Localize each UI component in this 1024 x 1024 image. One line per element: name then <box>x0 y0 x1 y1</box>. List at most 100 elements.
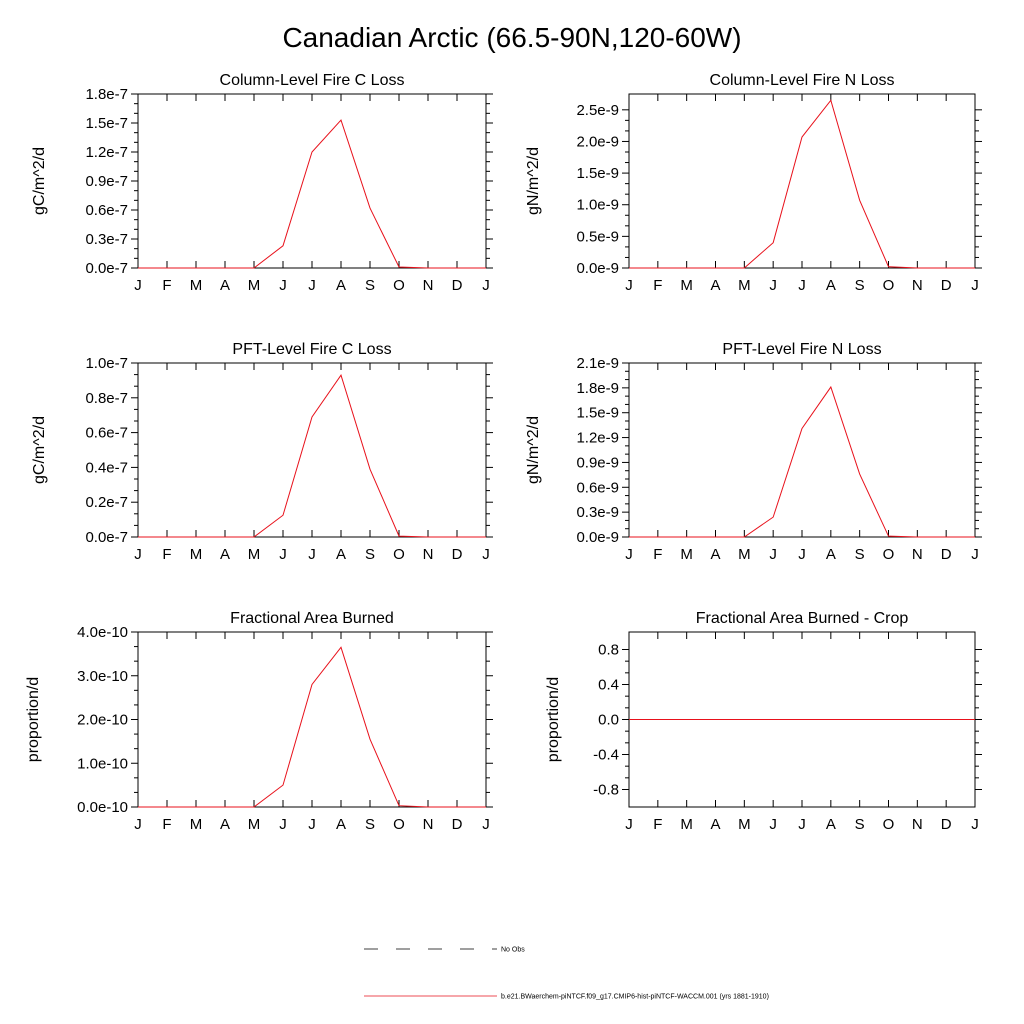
panel-title: Column-Level Fire C Loss <box>220 72 405 89</box>
x-tick-label: A <box>336 277 346 294</box>
x-tick-label: M <box>680 546 693 563</box>
y-tick-label: 0.6e-7 <box>85 425 128 442</box>
x-tick-label: M <box>738 816 751 833</box>
y-axis-label: gN/m^2/d <box>525 416 542 484</box>
plot-frame <box>137 631 487 808</box>
x-tick-label: J <box>279 546 287 563</box>
x-tick-label: D <box>941 546 952 563</box>
x-tick-label: F <box>653 277 662 294</box>
y-tick-label: 4.0e-10 <box>77 624 128 641</box>
x-tick-label: J <box>482 546 490 563</box>
x-tick-label: D <box>452 546 463 563</box>
y-tick-label: 1.2e-9 <box>576 430 619 447</box>
x-tick-label: J <box>482 816 490 833</box>
x-tick-label: S <box>365 546 375 563</box>
y-tick-label: 0.3e-7 <box>85 231 128 248</box>
panel-title: Column-Level Fire N Loss <box>710 72 895 89</box>
y-axis-label: proportion/d <box>545 677 562 762</box>
x-tick-label: J <box>625 816 633 833</box>
x-tick-label: N <box>912 277 923 294</box>
y-tick-label: 0.4e-7 <box>85 459 128 476</box>
plot-frame <box>628 93 976 269</box>
x-tick-label: J <box>798 546 806 563</box>
x-tick-label: S <box>365 816 375 833</box>
y-tick-label: 0.0e-10 <box>77 799 128 816</box>
plot-frame <box>137 93 487 269</box>
y-tick-label: 2.0e-9 <box>576 133 619 150</box>
x-tick-label: F <box>162 546 171 563</box>
x-tick-label: J <box>134 546 142 563</box>
y-tick-label: 0.0e-9 <box>576 529 619 546</box>
y-tick-label: 1.2e-7 <box>85 144 128 161</box>
x-tick-label: O <box>883 546 895 563</box>
y-axis-label: gC/m^2/d <box>31 147 48 215</box>
x-tick-label: N <box>423 816 434 833</box>
x-tick-label: O <box>393 546 405 563</box>
x-tick-label: J <box>279 816 287 833</box>
x-tick-label: J <box>134 277 142 294</box>
x-tick-label: J <box>482 277 490 294</box>
x-tick-label: A <box>336 816 346 833</box>
y-tick-label: 0.3e-9 <box>576 504 619 521</box>
x-tick-label: M <box>738 277 751 294</box>
x-tick-label: M <box>680 277 693 294</box>
y-tick-label: 0.0 <box>598 712 619 729</box>
x-tick-label: M <box>190 546 203 563</box>
figure-title: Canadian Arctic (66.5-90N,120-60W) <box>282 22 742 53</box>
y-tick-label: 2.1e-9 <box>576 355 619 372</box>
x-tick-label: M <box>248 816 261 833</box>
x-tick-label: F <box>162 816 171 833</box>
y-axis-label: proportion/d <box>25 677 42 762</box>
x-tick-label: N <box>423 546 434 563</box>
panel-title: Fractional Area Burned <box>230 610 394 627</box>
series-line <box>138 646 486 808</box>
x-tick-label: N <box>912 546 923 563</box>
x-tick-label: O <box>883 816 895 833</box>
plot-frame <box>628 362 976 538</box>
y-tick-label: 1.5e-7 <box>85 115 128 132</box>
x-tick-label: J <box>308 546 316 563</box>
series-line <box>629 99 975 269</box>
x-tick-label: M <box>248 277 261 294</box>
y-tick-label: 1.5e-9 <box>576 405 619 422</box>
x-tick-label: D <box>452 816 463 833</box>
x-tick-label: J <box>769 277 777 294</box>
y-tick-label: -0.4 <box>593 747 619 764</box>
x-tick-label: A <box>826 546 836 563</box>
panel-title: PFT-Level Fire N Loss <box>722 341 881 358</box>
y-tick-label: 1.0e-9 <box>576 197 619 214</box>
series-line <box>138 374 486 538</box>
x-tick-label: D <box>941 816 952 833</box>
x-tick-label: S <box>855 277 865 294</box>
y-tick-label: -0.8 <box>593 782 619 799</box>
y-tick-label: 3.0e-10 <box>77 668 128 685</box>
panel-title: Fractional Area Burned - Crop <box>696 610 909 627</box>
y-tick-label: 0.0e-9 <box>576 260 619 277</box>
y-tick-label: 2.5e-9 <box>576 102 619 119</box>
series-line <box>629 385 975 538</box>
y-tick-label: 0.4 <box>598 677 619 694</box>
x-tick-label: J <box>625 546 633 563</box>
x-tick-label: M <box>680 816 693 833</box>
x-tick-label: A <box>710 546 720 563</box>
x-tick-label: M <box>248 546 261 563</box>
x-tick-label: J <box>971 277 979 294</box>
x-tick-label: F <box>653 546 662 563</box>
y-tick-label: 2.0e-10 <box>77 712 128 729</box>
y-axis-label: gC/m^2/d <box>31 416 48 484</box>
y-tick-label: 0.0e-7 <box>85 260 128 277</box>
y-tick-label: 0.2e-7 <box>85 494 128 511</box>
y-tick-label: 0.8 <box>598 642 619 659</box>
x-tick-label: D <box>452 277 463 294</box>
x-tick-label: A <box>710 277 720 294</box>
y-tick-label: 0.5e-9 <box>576 228 619 245</box>
x-tick-label: A <box>826 816 836 833</box>
x-tick-label: S <box>855 546 865 563</box>
x-tick-label: N <box>423 277 434 294</box>
